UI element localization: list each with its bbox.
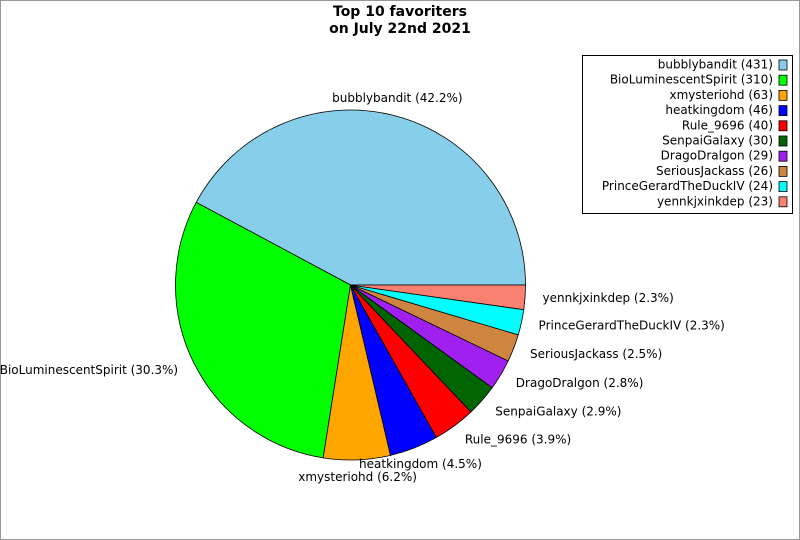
legend-swatch	[778, 105, 788, 116]
legend-label: BioLuminescentSpirit (310)	[610, 73, 773, 87]
slice-label: Rule_9696 (3.9%)	[465, 432, 571, 446]
slice-label: bubblybandit (42.2%)	[332, 91, 462, 105]
legend-swatch	[778, 59, 788, 71]
legend-box	[582, 55, 793, 214]
legend-swatch	[778, 150, 788, 162]
slice-label: SenpaiGalaxy (2.9%)	[495, 404, 621, 418]
pie-slice	[175, 201, 351, 459]
legend-label: PrinceGerardTheDuckIV (24)	[602, 179, 773, 193]
slice-label: DragoDralgon (2.8%)	[516, 376, 644, 390]
slice-label: xmysteriohd (6.2%)	[298, 470, 417, 484]
slice-label: SeriousJackass (2.5%)	[530, 347, 662, 361]
slice-label: BioLuminescentSpirit (30.3%)	[0, 363, 178, 377]
legend-swatch	[778, 196, 788, 208]
pie-slice	[350, 284, 526, 311]
chart-title: Top 10 favoriters	[333, 4, 467, 20]
legend-label: yennkjxinkdep (23)	[657, 194, 773, 208]
legend-label: SeriousJackass (26)	[656, 164, 773, 178]
pie-slice	[195, 109, 526, 286]
slice-label: yennkjxinkdep (2.3%)	[543, 291, 674, 305]
legend-label: Rule_9696 (40)	[682, 118, 773, 132]
legend-label: xmysteriohd (63)	[669, 88, 773, 102]
legend-swatch	[778, 181, 788, 193]
chart-title: on July 22nd 2021	[329, 21, 471, 37]
slice-label: heatkingdom (4.5%)	[359, 457, 482, 471]
legend-swatch	[778, 74, 788, 86]
legend-label: DragoDralgon (29)	[661, 149, 773, 163]
legend-label: bubblybandit (431)	[658, 58, 773, 72]
legend-swatch	[778, 120, 788, 132]
legend-swatch	[778, 90, 788, 101]
legend-label: heatkingdom (46)	[665, 103, 773, 117]
legend-swatch	[778, 135, 788, 147]
legend-label: SenpaiGalaxy (30)	[662, 134, 773, 148]
slice-label: PrinceGerardTheDuckIV (2.3%)	[539, 319, 725, 333]
legend-swatch	[778, 165, 788, 177]
